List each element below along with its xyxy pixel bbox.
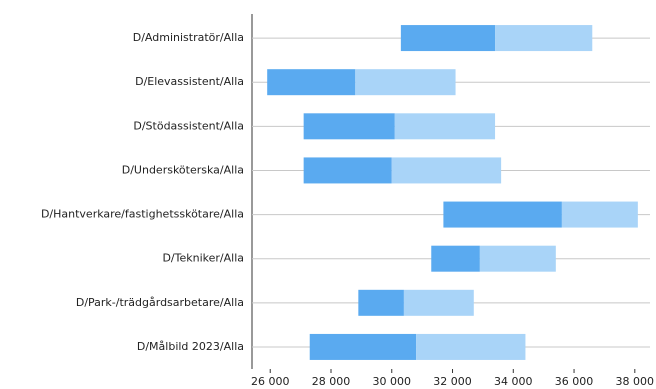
bar-lower [267,69,356,96]
x-tick-label: 26 000 [251,375,290,388]
x-tick-label: 28 000 [312,375,351,388]
x-tick-label: 34 000 [494,375,533,388]
x-tick-label: 30 000 [373,375,412,388]
y-tick-label: D/Undersköterska/Alla [122,163,244,176]
y-tick-label: D/Park-/trädgårdsarbetare/Alla [76,296,244,309]
y-tick-label: D/Tekniker/Alla [162,252,244,265]
bar-lower [431,245,480,272]
x-tick-label: 36 000 [555,375,594,388]
bar-upper [561,201,638,228]
y-tick-label: D/Elevassistent/Alla [135,75,244,88]
bar-lower [443,201,562,228]
bar-upper [394,113,496,140]
bar-upper [495,25,593,52]
y-tick-label: D/Hantverkare/fastighetsskötare/Alla [41,208,244,221]
bar-lower [303,113,395,140]
bar-lower [303,157,392,184]
y-tick-label: D/Stödassistent/Alla [133,119,244,132]
bar-lower [309,333,417,360]
bar-upper [391,157,502,184]
x-tick-label: 32 000 [433,375,472,388]
bar-upper [416,333,526,360]
y-tick-label: D/Målbild 2023/Alla [137,340,244,353]
bar-upper [403,289,474,316]
bar-upper [479,245,556,272]
bar-lower [358,289,404,316]
y-tick-label: D/Administratör/Alla [133,31,244,44]
bar-lower [400,25,496,52]
bar-upper [355,69,456,96]
x-tick-label: 38 000 [616,375,655,388]
